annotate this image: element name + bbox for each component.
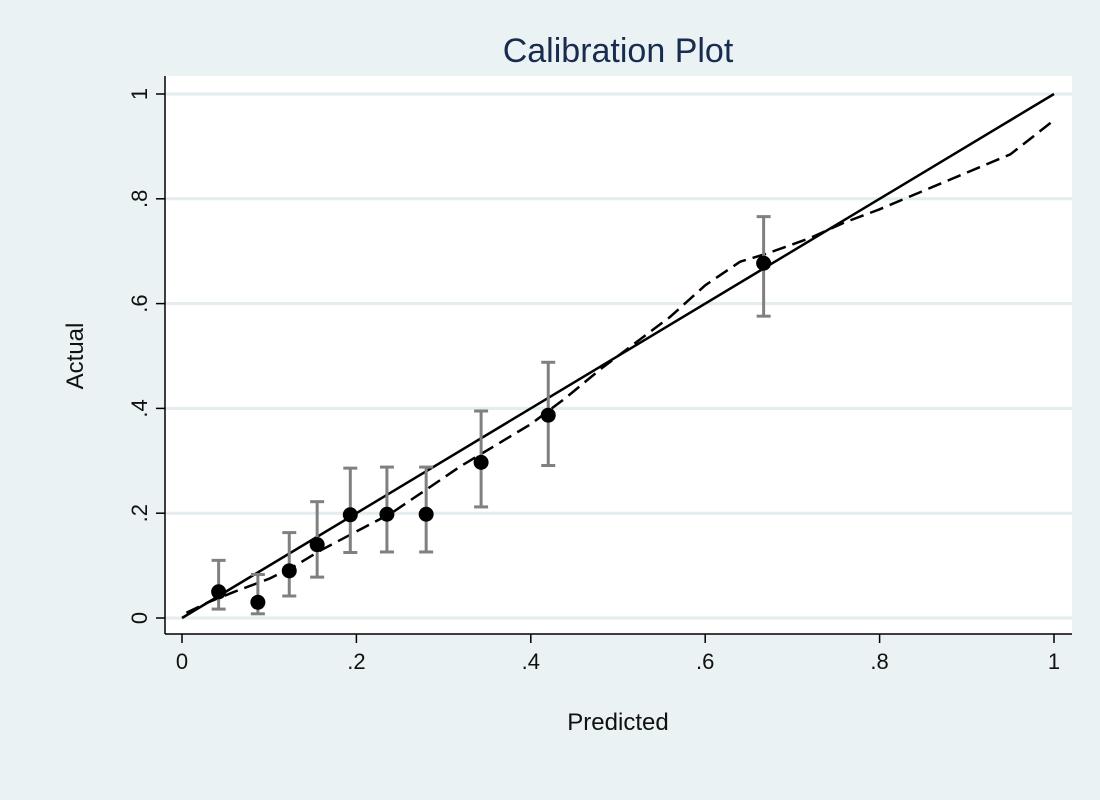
chart-title: Calibration Plot <box>503 32 734 70</box>
y-ticks: 0 .2 .4 .6 .8 1 <box>127 88 165 624</box>
data-point-0 <box>211 584 227 600</box>
x-tick-label-3: .6 <box>696 649 714 674</box>
x-tick-label-2: .4 <box>522 649 540 674</box>
y-tick-label-5: 1 <box>127 88 152 100</box>
axes <box>164 76 1072 635</box>
x-ticks: 0 .2 .4 .6 .8 1 <box>176 634 1060 674</box>
y-tick-label-3: .6 <box>127 294 152 312</box>
data-point-4 <box>342 507 358 523</box>
point-layer <box>211 255 772 610</box>
y-axis-label: Actual <box>62 323 89 390</box>
x-tick-label-4: .8 <box>870 649 888 674</box>
data-point-2 <box>281 563 297 579</box>
smoothed-curve <box>185 119 1055 614</box>
data-point-6 <box>418 506 434 522</box>
data-point-9 <box>756 255 772 271</box>
data-point-7 <box>473 454 489 470</box>
data-point-8 <box>540 407 556 423</box>
data-point-5 <box>379 506 395 522</box>
data-point-3 <box>309 537 325 553</box>
x-axis-label: Predicted <box>567 709 668 736</box>
x-tick-label-5: 1 <box>1048 649 1060 674</box>
y-tick-label-0: 0 <box>127 612 152 624</box>
y-tick-label-4: .8 <box>127 190 152 208</box>
data-point-1 <box>250 594 266 610</box>
smoothed-curve-layer <box>185 119 1055 614</box>
x-tick-label-1: .2 <box>347 649 365 674</box>
y-tick-label-1: .2 <box>127 504 152 522</box>
y-tick-label-2: .4 <box>127 399 152 417</box>
x-tick-label-0: 0 <box>176 649 188 674</box>
